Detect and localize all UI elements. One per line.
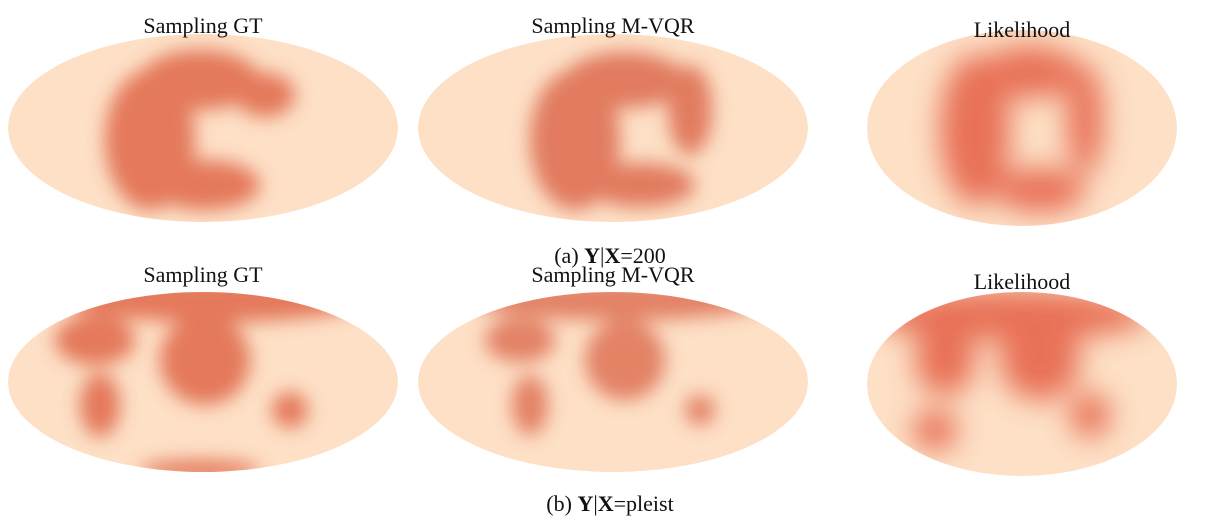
caption-cond: X <box>598 491 614 516</box>
caption-label: (b) <box>546 491 572 516</box>
panel-title: Likelihood <box>974 17 1071 42</box>
map <box>8 34 398 222</box>
panel-title: Sampling M-VQR <box>531 262 695 287</box>
caption-value: =pleist <box>614 491 674 516</box>
map <box>418 34 808 222</box>
caption-value: =200 <box>620 243 665 268</box>
panel-title: Likelihood <box>974 269 1071 294</box>
map <box>8 292 398 472</box>
caption-label: (a) <box>554 243 578 268</box>
caption-sep: | <box>593 491 597 516</box>
map <box>867 292 1177 476</box>
caption-cond: X <box>604 243 620 268</box>
caption: (b) Y|X=pleist <box>546 491 673 516</box>
panel-title: Sampling M-VQR <box>531 13 695 38</box>
panel-title: Sampling GT <box>143 13 263 38</box>
caption-sep: | <box>600 243 604 268</box>
map <box>418 292 808 472</box>
map <box>867 30 1177 226</box>
panel-title: Sampling GT <box>143 262 263 287</box>
caption-var: Y <box>584 243 600 268</box>
caption: (a) Y|X=200 <box>554 243 666 268</box>
caption-var: Y <box>577 491 593 516</box>
